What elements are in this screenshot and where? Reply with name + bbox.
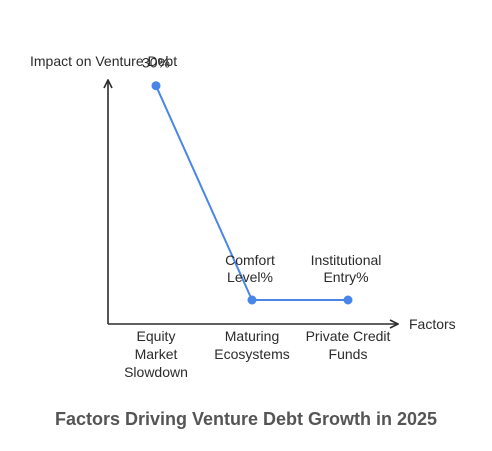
data-point — [343, 295, 353, 305]
y-axis-label: Impact on Venture Debt — [30, 53, 177, 69]
data-label: Institutional — [311, 252, 382, 268]
data-label: Entry% — [323, 269, 368, 285]
x-axis-label: Factors — [409, 316, 456, 332]
chart-title: Factors Driving Venture Debt Growth in 2… — [55, 409, 437, 429]
x-tick-label: Slowdown — [124, 364, 188, 380]
data-label: Level% — [227, 269, 273, 285]
x-tick-label: Funds — [329, 346, 368, 362]
x-tick-label: Ecosystems — [214, 346, 289, 362]
x-tick-label: Private Credit — [306, 328, 391, 344]
data-label: 30% — [142, 55, 170, 71]
x-tick-label: Market — [135, 346, 178, 362]
x-tick-label: Equity — [137, 328, 176, 344]
x-tick-label: Maturing — [225, 328, 279, 344]
data-point — [151, 81, 161, 91]
data-label: Comfort — [225, 252, 275, 268]
data-point — [247, 295, 257, 305]
